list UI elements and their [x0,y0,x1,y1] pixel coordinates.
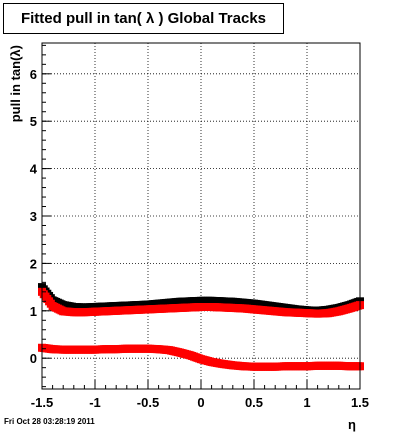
y-tick-label: 6 [30,67,37,82]
x-axis-title: η [348,417,356,432]
chart-title: Fitted pull in tan( λ ) Global Tracks [3,3,284,34]
data-series-1 [38,287,364,318]
series-layer [38,283,364,371]
y-tick-label: 5 [30,114,37,129]
x-tick-label: 0.5 [245,395,263,410]
ticks-layer [41,44,361,389]
date-stamp: Fri Oct 28 03:28:19 2011 [4,417,95,426]
y-tick-label: 2 [30,256,37,271]
y-axis-title: pull in tan(λ) [8,45,23,122]
x-tick-label: -0.5 [137,395,159,410]
x-tick-label: 1.5 [351,395,369,410]
y-tick-label: 1 [30,304,37,319]
x-tick-label: 0 [197,395,204,410]
data-series-2 [38,343,364,371]
x-tick-label: -1 [89,395,101,410]
y-tick-label: 4 [30,162,38,177]
grid-layer [42,43,360,389]
x-tick-label: -1.5 [31,395,53,410]
labels-layer: -1.5 -1 -0.5 0 0.5 1 1.5 0 1 2 3 4 5 6 [30,67,369,410]
y-tick-label: 3 [30,209,37,224]
y-tick-label: 0 [30,351,37,366]
x-tick-label: 1 [303,395,310,410]
